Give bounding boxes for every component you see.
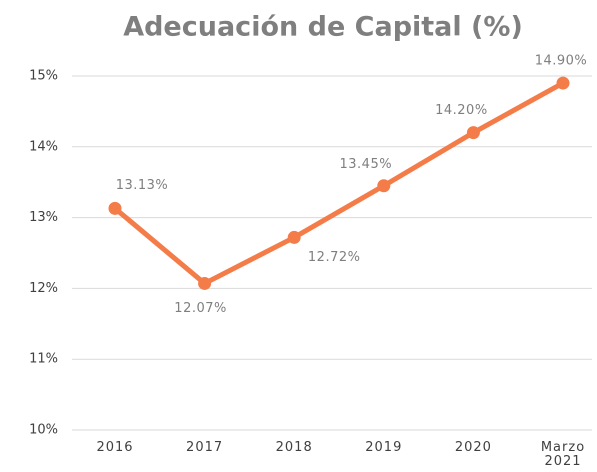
marker <box>556 76 570 90</box>
data-label: 12.72% <box>308 250 361 265</box>
x-tick-label: 2020 <box>454 440 492 455</box>
data-label: 13.13% <box>116 178 169 193</box>
data-label: 14.20% <box>435 103 488 118</box>
y-tick-label: 14% <box>29 139 58 154</box>
marker <box>198 276 212 290</box>
data-label: 14.90% <box>535 54 588 69</box>
x-tick-label: 2017 <box>186 440 224 455</box>
marker <box>377 179 391 193</box>
chart-title: Adecuación de Capital (%) <box>123 12 523 43</box>
y-tick-label: 15% <box>29 69 58 84</box>
marker <box>466 126 480 140</box>
x-tick-label: 2019 <box>365 440 403 455</box>
y-tick-label: 12% <box>29 281 58 296</box>
data-label: 12.07% <box>174 301 227 316</box>
y-tick-label: 13% <box>29 210 58 225</box>
x-tick-label: Marzo 2021 <box>540 440 586 469</box>
marker <box>108 201 122 215</box>
x-tick-label: 2016 <box>96 440 134 455</box>
y-tick-label: 10% <box>29 423 58 438</box>
marker <box>287 230 301 244</box>
y-tick-label: 11% <box>29 352 58 367</box>
data-label: 13.45% <box>340 157 393 172</box>
line <box>113 80 565 286</box>
x-tick-label: 2018 <box>275 440 313 455</box>
